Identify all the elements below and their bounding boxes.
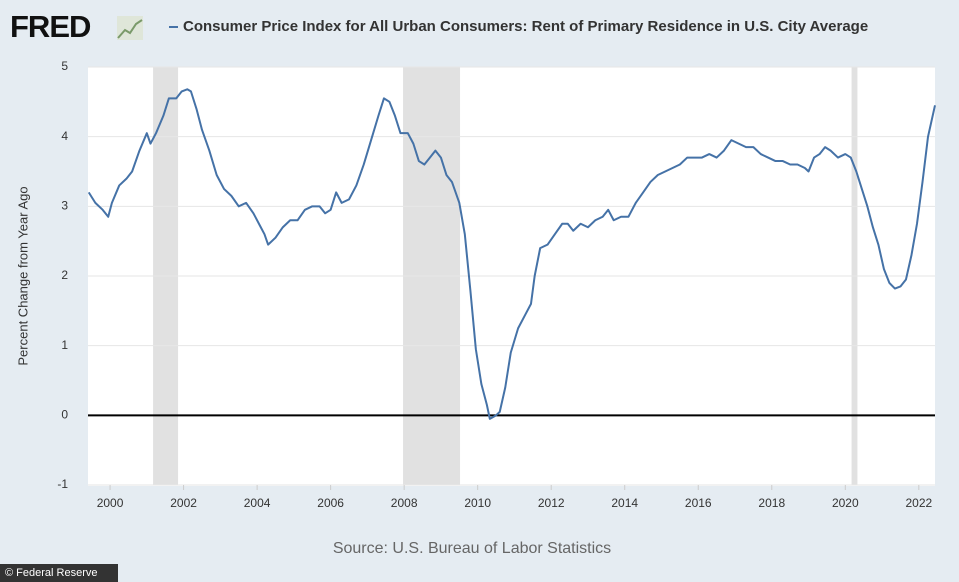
x-tick-label: 2004	[244, 496, 271, 510]
y-tick-label: 0	[61, 408, 68, 422]
y-tick-label: -1	[57, 477, 68, 491]
x-tick-label: 2016	[685, 496, 712, 510]
watermark: © Federal Reserve	[5, 567, 97, 579]
x-tick-label: 2008	[391, 496, 418, 510]
source: Source: U.S. Bureau of Labor Statistics	[333, 540, 611, 557]
series-line	[87, 88, 936, 420]
x-tick-label: 2020	[832, 496, 859, 510]
x-tick-label: 2012	[538, 496, 565, 510]
x-tick-label: 2022	[905, 496, 932, 510]
x-tick-label: 2000	[97, 496, 124, 510]
watermark-box	[0, 564, 118, 582]
y-tick-label: 2	[61, 268, 68, 282]
y-tick-label: 5	[61, 59, 68, 73]
y-tick-label: 3	[61, 199, 68, 213]
x-tick-label: 2014	[611, 496, 638, 510]
logo-icon	[117, 16, 143, 40]
legend-label: Consumer Price Index for All Urban Consu…	[183, 18, 868, 35]
logo: FRED	[10, 9, 91, 44]
x-tick-label: 2002	[170, 496, 197, 510]
x-tick-label: 2018	[758, 496, 785, 510]
plot-layer	[87, 66, 936, 490]
x-tick-label: 2006	[317, 496, 344, 510]
y-tick-label: 4	[61, 129, 68, 143]
y-tick-label: 1	[61, 338, 68, 352]
y-axis-label: Percent Change from Year Ago	[15, 186, 30, 365]
x-tick-label: 2010	[464, 496, 491, 510]
